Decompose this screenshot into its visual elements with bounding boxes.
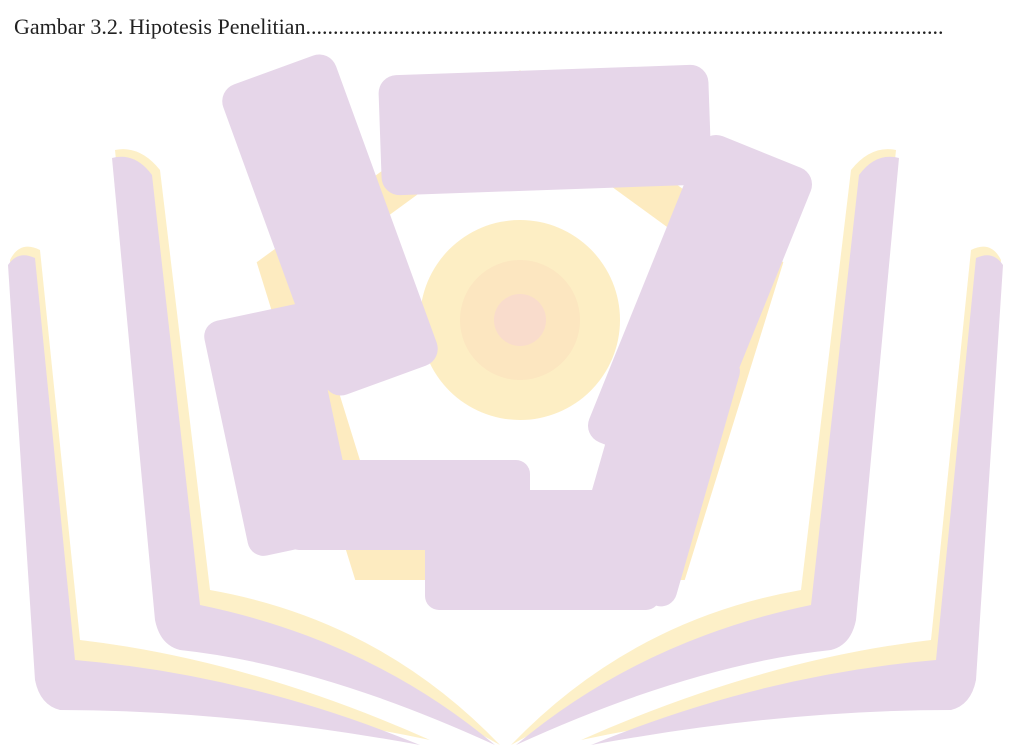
figure-list-entry: Gambar 3.2. Hipotesis Penelitian........…: [14, 12, 1009, 42]
page: Gambar 3.2. Hipotesis Penelitian........…: [0, 0, 1011, 749]
entry-title: Gambar 3.2. Hipotesis Penelitian: [14, 14, 305, 39]
entry-leader: ........................................…: [305, 14, 943, 39]
logo-shapes: [8, 49, 1003, 745]
watermark-logo: [0, 0, 1011, 749]
